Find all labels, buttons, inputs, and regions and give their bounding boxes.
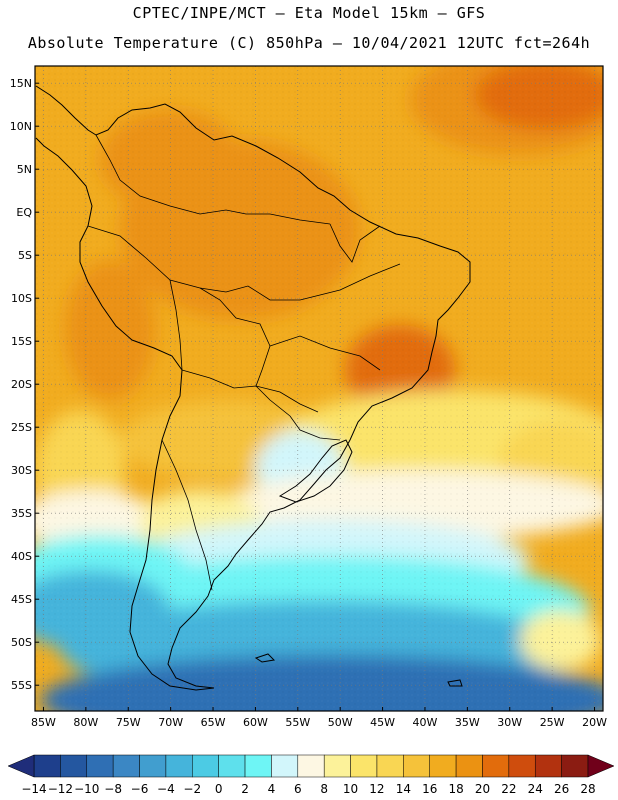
lat-label: 5N [17,163,32,176]
lat-label: 10N [10,120,32,133]
colorbar-swatch [403,754,430,778]
colorbar-label: 20 [475,782,490,796]
colorbar-swatch [165,754,193,778]
lon-label: 70W [158,716,183,729]
colorbar-labels: −14 −12 −10 −8 −6 −4 −2 0 2 4 6 8 10 12 14 16 18 20 22 24 26… [21,782,595,796]
colorbar-label: −4 [157,782,175,796]
colorbar-label: 26 [554,782,569,796]
colorbar-overflow-arrow [587,754,615,778]
colorbar-swatch [376,754,404,778]
colorbar-swatch [86,754,114,778]
colorbar-label: 18 [448,782,463,796]
colorbar-underflow-arrow [7,754,35,778]
lon-label: 30W [497,716,522,729]
colorbar-label: −8 [104,782,122,796]
lat-label: 10S [11,292,32,305]
colorbar-swatch [482,754,510,778]
colorbar-swatch [350,754,378,778]
lat-label: 50S [11,636,32,649]
lon-label: 50W [328,716,353,729]
lat-label: 45S [11,593,32,606]
colorbar-swatch [192,754,219,778]
colorbar-label: 4 [268,782,276,796]
lon-label: 75W [116,716,141,729]
lat-label: 20S [11,378,32,391]
country-borders [87,134,401,591]
lat-label: EQ [16,206,32,219]
longitude-labels: 85W 80W 75W 70W 65W 60W 55W 50W 45W 40W 35W 30W 25W 2… [31,716,607,729]
chart-subtitle: Absolute Temperature (C) 850hPa – 10/04/… [27,34,591,52]
lon-label: 80W [73,716,98,729]
colorbar-label: −2 [183,782,201,796]
colorbar-swatch [33,754,61,778]
chart-title: CPTEC/INPE/MCT – Eta Model 15km – GFS [132,4,486,22]
lat-label: 25S [11,421,32,434]
latitude-labels: 15N 10N 5N EQ 5S 10S 15S 20S 25S 30S 35S 40S 45S 50S 5… [10,77,33,692]
colorbar-swatch [508,754,536,778]
lon-label: 60W [243,716,268,729]
lon-label: 25W [540,716,565,729]
colorbar-swatch [244,754,272,778]
colorbar-swatch [455,754,483,778]
lat-lon-gridlines [35,66,603,711]
colorbar-swatch [561,754,589,778]
colorbar-label: 14 [396,782,411,796]
lat-label: 15S [11,335,32,348]
colorbar-swatch [60,754,88,778]
lon-label: 20W [582,716,607,729]
colorbar-label: 0 [215,782,223,796]
colorbar-swatch [323,754,351,778]
colorbar-swatches [33,754,589,778]
colorbar-swatch [297,754,325,778]
colorbar-swatch [271,754,299,778]
temperature-field [35,66,603,711]
colorbar-label: 8 [320,782,328,796]
colorbar-label: 24 [528,782,543,796]
lon-label: 45W [370,716,395,729]
colorbar-label: −10 [74,782,99,796]
colorbar-label: 10 [343,782,358,796]
lon-label: 65W [201,716,226,729]
lat-label: 55S [11,679,32,692]
colorbar-label: 2 [241,782,249,796]
lon-label: 35W [455,716,480,729]
lat-label: 35S [11,507,32,520]
lon-label: 55W [285,716,310,729]
colorbar-label: 12 [369,782,384,796]
lat-label: 30S [11,464,32,477]
lon-label: 40W [413,716,438,729]
colorbar-swatch [112,754,140,778]
lat-label: 5S [18,249,32,262]
colorbar-label: 28 [580,782,595,796]
lat-label: 40S [11,550,32,563]
colorbar-swatch [534,754,562,778]
lat-label: 15N [10,77,32,90]
colorbar-label: 16 [422,782,437,796]
colorbar-swatch [429,754,457,778]
colorbar-label: −14 [21,782,46,796]
lon-label: 85W [31,716,56,729]
colorbar-swatch [139,754,167,778]
map-frame [34,65,604,712]
colorbar-label: 6 [294,782,302,796]
colorbar-label: −6 [131,782,149,796]
colorbar-label: 22 [501,782,516,796]
colorbar-swatch [218,754,246,778]
colorbar-label: −12 [48,782,73,796]
